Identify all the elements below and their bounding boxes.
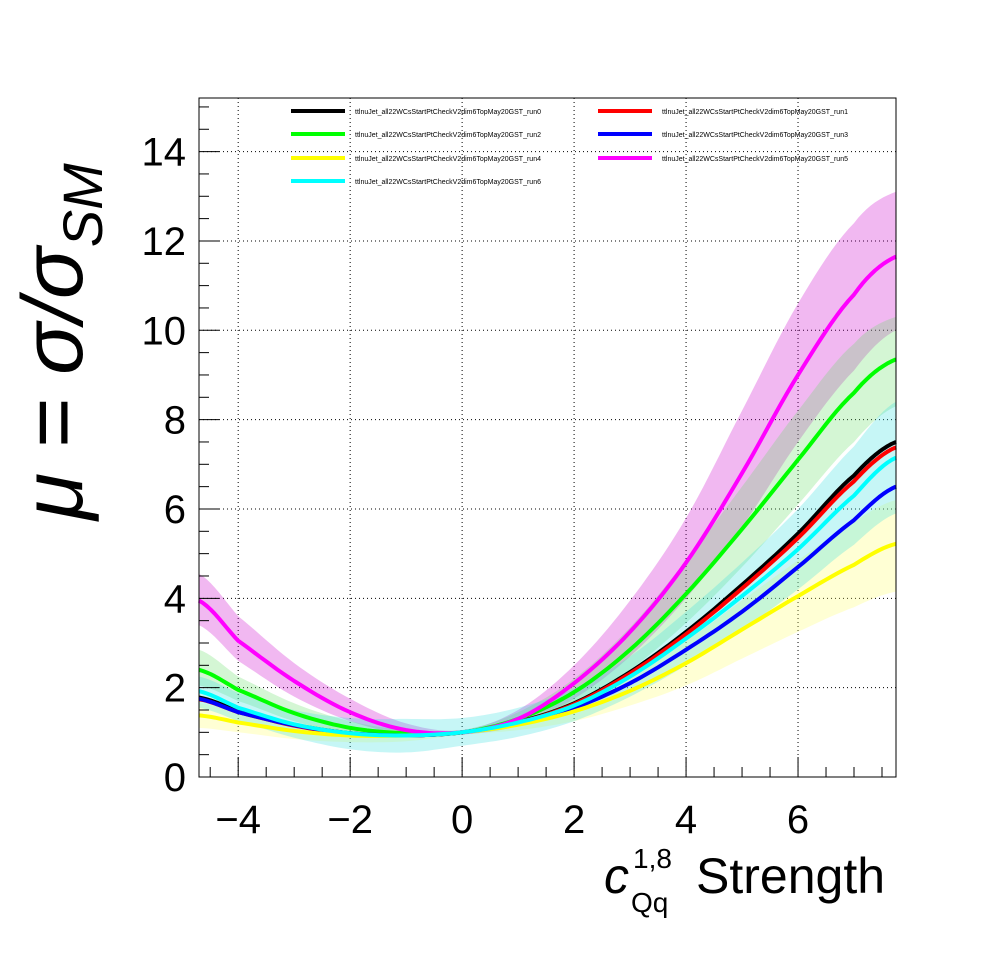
series-line-5: [197, 254, 897, 736]
grid: [199, 98, 896, 777]
x-title-text: Strength: [696, 848, 885, 904]
series-line-2: [198, 357, 897, 736]
axis-ticks: [199, 106, 883, 778]
x-tick-label-5: 6: [787, 798, 809, 842]
x-tick-label-2: 0: [451, 798, 473, 842]
x-tick-label-0: −4: [215, 798, 261, 842]
band-0: [199, 191, 896, 737]
legend-label-4: ttlnuJet_all22WCsStartPtCheckV2dim6TopMa…: [355, 156, 541, 163]
y-tick-label-2: 4: [164, 577, 186, 621]
y-tick-label-0: 0: [164, 756, 186, 800]
plot-frame: [198, 97, 897, 778]
legend-label-5: ttlnuJet_all22WCsStartPtCheckV2dim6TopMa…: [662, 156, 848, 163]
y-tick-label-4: 8: [164, 399, 186, 443]
x-title-symbol: c: [604, 848, 629, 904]
legend-label-6: ttlnuJet_all22WCsStartPtCheckV2dim6TopMa…: [355, 179, 541, 186]
x-axis-title: c 1,8 Qq Strength: [604, 843, 885, 918]
tick-labels: −4 −2 0 2 4 6 0 2 4 6 8 10 12 14: [142, 131, 810, 842]
x-title-superscript: 1,8: [633, 843, 672, 874]
legend-label-1: ttlnuJet_all22WCsStartPtCheckV2dim6TopMa…: [662, 109, 848, 116]
series-lines: [197, 254, 897, 738]
series-line-6: [198, 455, 897, 738]
x-tick-label-1: −2: [327, 798, 373, 842]
series-line-4: [198, 541, 897, 738]
band-1: [199, 316, 896, 737]
legend-label-2: ttlnuJet_all22WCsStartPtCheckV2dim6TopMa…: [355, 132, 541, 139]
y-tick-label-5: 10: [142, 309, 187, 353]
y-tick-label-7: 14: [142, 131, 187, 175]
y-tick-label-3: 6: [164, 488, 186, 532]
x-title-subscript: Qq: [631, 887, 668, 918]
y-title-main: μ = σ/σ: [5, 244, 101, 522]
y-tick-label-1: 2: [164, 667, 186, 711]
svg-text:μ = σ/σSM: μ = σ/σSM: [5, 163, 114, 522]
x-tick-label-4: 4: [675, 798, 697, 842]
legend: ttlnuJet_all22WCsStartPtCheckV2dim6TopMa…: [291, 109, 848, 186]
y-axis-title: μ = σ/σSM: [5, 163, 114, 522]
legend-label-0: ttlnuJet_all22WCsStartPtCheckV2dim6TopMa…: [355, 109, 541, 116]
y-tick-label-6: 12: [142, 220, 187, 264]
y-title-sub: SM: [51, 163, 114, 247]
legend-label-3: ttlnuJet_all22WCsStartPtCheckV2dim6TopMa…: [662, 132, 848, 139]
x-tick-label-3: 2: [563, 798, 585, 842]
